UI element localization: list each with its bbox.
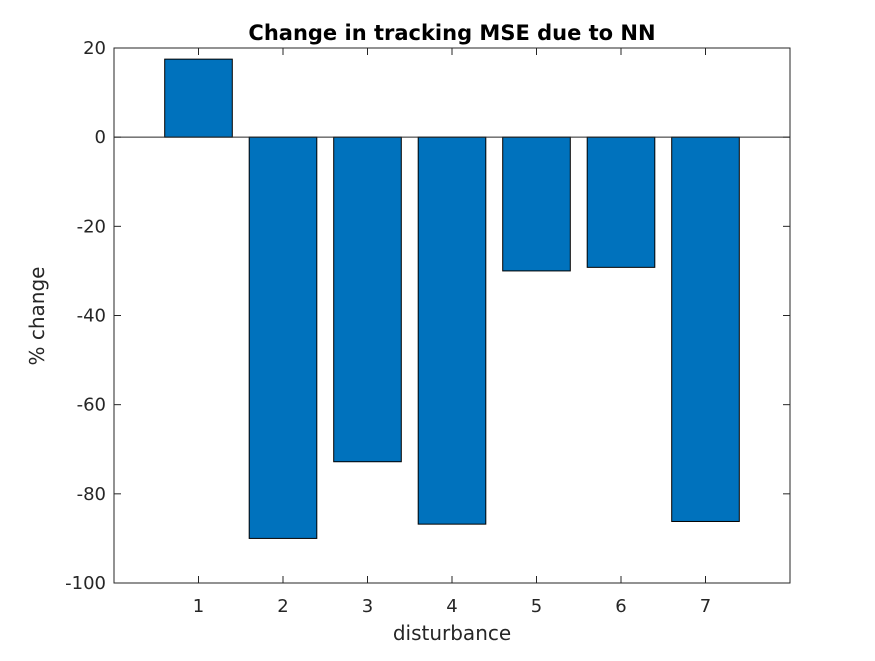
bar-7 (671, 136, 740, 522)
chart-title: Change in tracking MSE due to NN (248, 21, 655, 45)
x-tick-label: 1 (193, 596, 204, 617)
y-tick-label: -80 (77, 484, 106, 505)
y-tick-label: 0 (95, 127, 106, 148)
y-tick-label: -100 (65, 573, 106, 594)
bar-5 (502, 136, 571, 272)
x-tick-label: 4 (446, 596, 457, 617)
x-tick-label: 6 (615, 596, 626, 617)
y-axis-ticks: 20 0 -20 -40 -60 -80 -100 (65, 38, 790, 594)
y-tick-label: -20 (77, 216, 106, 237)
x-tick-label: 7 (700, 596, 711, 617)
x-axis-ticks: 1 2 3 4 5 6 7 (193, 48, 711, 617)
y-axis-label: % change (25, 267, 49, 366)
bar-4 (417, 136, 487, 525)
x-tick-label: 2 (277, 596, 288, 617)
bar-2 (248, 136, 318, 539)
y-tick-label: -60 (77, 395, 106, 416)
x-tick-label: 5 (531, 596, 542, 617)
bars (164, 58, 740, 539)
bar-1 (164, 58, 233, 138)
bar-6 (586, 136, 656, 268)
y-tick-label: -40 (77, 306, 106, 327)
plot-area: 20 0 -20 -40 -60 -80 -100 1 2 3 4 5 6 7 (65, 38, 791, 617)
x-axis-label: disturbance (393, 621, 511, 645)
bar-3 (333, 136, 402, 463)
x-tick-label: 3 (362, 596, 373, 617)
y-tick-label: 20 (83, 38, 106, 59)
